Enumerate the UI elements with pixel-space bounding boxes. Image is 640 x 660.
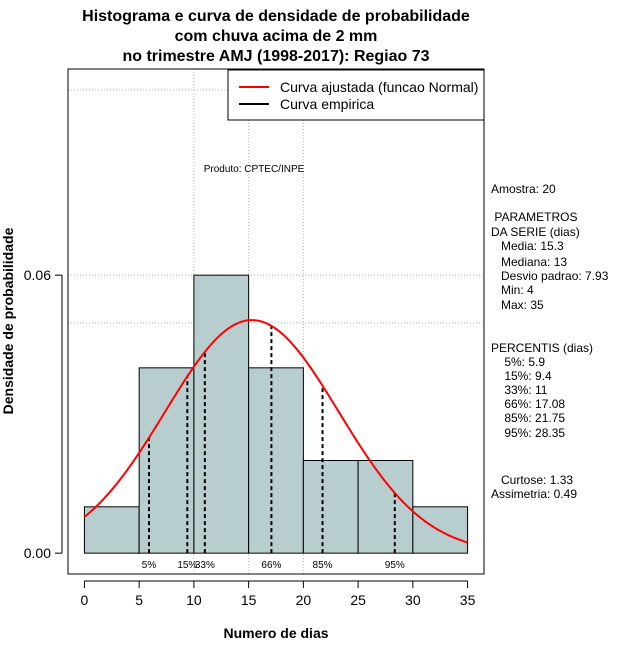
x-tick-label-1: 5: [135, 592, 143, 608]
stats-line-5: Desvio padrao: 7.93: [491, 269, 609, 283]
histogram-bar-4: [302, 459, 359, 554]
stats-line-4: Mediana: 13: [491, 255, 567, 269]
stats-line-1: PARAMETROS: [491, 210, 577, 224]
x-tick-label-7: 35: [460, 592, 476, 608]
percentile-label-2: 33%: [195, 560, 215, 571]
stats-line-12: 66%: 17.08: [491, 397, 565, 411]
histogram-bar-1: [138, 367, 195, 554]
percentile-label-4: 85%: [313, 560, 333, 571]
x-tick-label-6: 30: [405, 592, 421, 608]
percentile-label-3: 66%: [261, 560, 281, 571]
legend-label-normal: Curva ajustada (funcao Normal): [280, 79, 478, 95]
y-tick-label-1: 0.06: [24, 267, 51, 283]
x-axis-title: Numero de dias: [223, 625, 328, 641]
histogram-bars: [83, 274, 469, 554]
stats-line-8: PERCENTIS (dias): [491, 341, 593, 355]
stats-line-11: 33%: 11: [491, 383, 548, 397]
chart-title-line-3: no trimestre AMJ (1998-2017): Regiao 73: [122, 48, 429, 65]
stats-line-7: Max: 35: [491, 298, 544, 312]
legend-label-empirical: Curva empirica: [280, 96, 374, 112]
normal-curve-line: [83, 319, 468, 544]
x-tick-label-5: 25: [350, 592, 366, 608]
stats-line-13: 85%: 21.75: [491, 411, 565, 425]
x-tick-label-3: 15: [241, 592, 257, 608]
legend: Curva ajustada (funcao Normal) Curva emp…: [227, 69, 485, 121]
percentile-label-1: 15%: [177, 560, 197, 571]
x-tick-label-2: 10: [186, 592, 202, 608]
x-tick-label-0: 0: [81, 592, 89, 608]
stats-line-0: Amostra: 20: [491, 182, 556, 196]
histogram-bar-3: [248, 367, 304, 554]
percentile-label-0: 5%: [142, 560, 157, 571]
stats-line-3: Media: 15.3: [491, 239, 564, 253]
chart-title-line-1: Histograma e curva de densidade de proba…: [82, 8, 470, 25]
x-tick-label-4: 20: [296, 592, 312, 608]
histogram-bar-2: [193, 274, 250, 554]
chart-title-line-2: com chuva acima de 2 mm: [175, 28, 378, 45]
stats-line-2: DA SERIE (dias): [491, 225, 580, 239]
stats-line-16: Assimetria: 0.49: [491, 487, 577, 501]
product-annotation: Produto: CPTEC/INPE: [204, 164, 305, 175]
stats-line-6: Min: 4: [491, 283, 534, 297]
histogram-bar-0: [83, 506, 140, 554]
plot-frame: [67, 68, 485, 575]
histogram-bar-5: [357, 459, 414, 554]
percentile-lines: 5% 15%33% 66% 85% 95%: [142, 325, 405, 571]
y-tick-label-0: 0.00: [24, 545, 51, 561]
legend-box: [227, 69, 485, 121]
y-axis-title: Densidade de probabilidade: [0, 227, 16, 414]
stats-line-15: Curtose: 1.33: [491, 473, 573, 487]
percentile-label-5: 95%: [385, 560, 405, 571]
stats-line-9: 5%: 5.9: [491, 355, 545, 369]
stats-line-14: 95%: 28.35: [491, 426, 565, 440]
stats-line-10: 15%: 9.4: [491, 369, 552, 383]
axes: 0 5 10 15 20 25 30 35 0.00 0.06: [24, 267, 476, 608]
normal-curve: [83, 319, 468, 544]
